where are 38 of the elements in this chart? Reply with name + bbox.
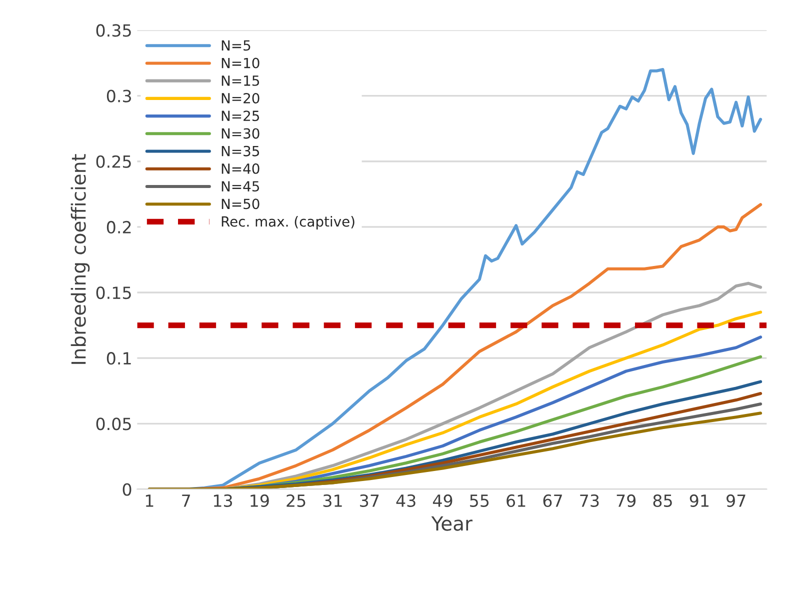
legend-label: N=50 (222, 198, 260, 210)
x-tick-label: 85 (653, 494, 672, 507)
x-tick-label: 97 (726, 494, 746, 507)
x-tick-label: 91 (690, 494, 708, 507)
x-tick-label: 19 (250, 494, 269, 507)
x-tick-label: 13 (214, 494, 232, 507)
y-tick-label: 0.1 (106, 352, 131, 365)
legend-label: N=40 (222, 163, 260, 174)
legend-label: N=45 (222, 181, 260, 192)
x-tick-label: 79 (616, 494, 636, 507)
x-axis-title: Year (431, 516, 473, 531)
legend-label: N=30 (222, 128, 260, 139)
y-tick-label: 0.2 (106, 220, 131, 234)
x-tick-label: 73 (580, 494, 599, 507)
x-tick-label: 49 (432, 494, 452, 507)
x-tick-label: 1 (146, 494, 154, 507)
x-tick-label: 37 (360, 494, 379, 507)
legend-label: N=35 (222, 146, 260, 156)
legend-label: Rec. max. (captive) (222, 216, 354, 230)
y-tick-label: 0.3 (106, 90, 131, 102)
x-tick-label: 55 (470, 494, 489, 507)
x-tick-label: 7 (182, 494, 190, 507)
legend-label: N=25 (222, 110, 260, 122)
y-tick-label: 0.25 (96, 155, 131, 168)
y-tick-label: 0 (122, 483, 132, 496)
y-tick-label: 0.15 (96, 286, 131, 300)
x-tick-label: 43 (396, 494, 416, 507)
x-tick-label: 67 (543, 494, 562, 507)
y-tick-label: 0.35 (96, 24, 131, 37)
x-tick-label: 25 (286, 494, 306, 507)
y-axis-title: Inbreeding coefficient (70, 154, 90, 364)
legend-label: N=15 (222, 76, 260, 86)
legend-label: N=10 (222, 58, 260, 68)
x-tick-label: 31 (323, 494, 342, 507)
legend-label: N=20 (222, 92, 260, 104)
x-tick-label: 61 (506, 494, 526, 507)
y-tick-label: 0.05 (96, 418, 131, 430)
legend-label: N=5 (222, 40, 250, 51)
